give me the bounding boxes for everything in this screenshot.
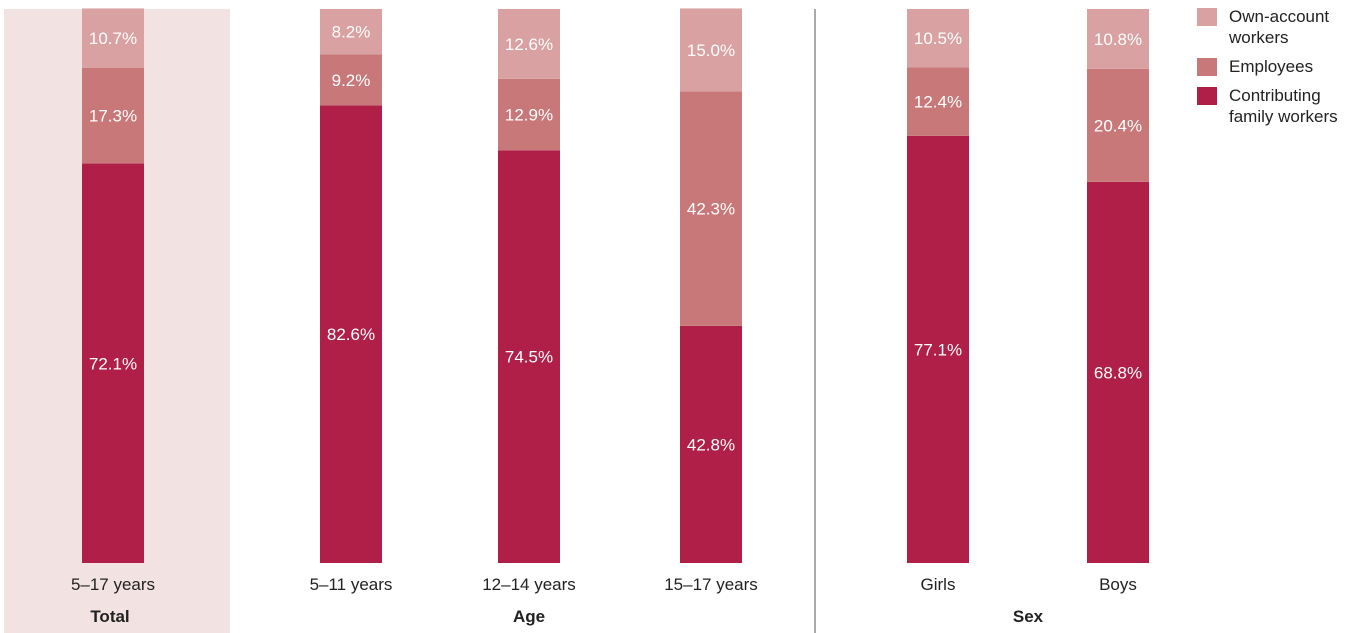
bar-own-account-workers-5-17-years [82, 8, 144, 68]
bar-employees-boys [1087, 68, 1149, 182]
legend-label-own-account: Own-account workers [1229, 7, 1330, 47]
data-label-contributing-family-workers-5-11-years: 82.6% [327, 325, 375, 344]
bar-contributing-family-workers-5-17-years [82, 163, 144, 564]
data-label-own-account-workers-girls: 10.5% [914, 29, 962, 48]
data-label-own-account-workers-5-11-years: 8.2% [332, 23, 371, 42]
bar-own-account-workers-15-17-years [680, 8, 742, 92]
legend-swatch-own-account [1197, 8, 1217, 26]
data-label-employees-girls: 12.4% [914, 93, 962, 112]
bar-employees-15-17-years [680, 91, 742, 326]
data-label-own-account-workers-12-14-years: 12.6% [505, 35, 553, 54]
legend-item-own-account: Own-account workers [1197, 6, 1357, 48]
legend-swatch-employees [1197, 58, 1217, 76]
bar-own-account-workers-boys [1087, 9, 1149, 69]
category-label-girls: Girls [921, 575, 956, 594]
data-label-own-account-workers-5-17-years: 10.7% [89, 29, 137, 48]
group-label-sex: Sex [1013, 607, 1044, 626]
data-label-employees-15-17-years: 42.3% [687, 200, 735, 219]
bar-contributing-family-workers-5-11-years [320, 105, 382, 564]
data-label-employees-5-11-years: 9.2% [332, 71, 371, 90]
bar-contributing-family-workers-girls [907, 135, 969, 563]
data-label-employees-boys: 20.4% [1094, 116, 1142, 135]
bar-own-account-workers-12-14-years [498, 9, 560, 79]
category-label-boys: Boys [1099, 575, 1137, 594]
bar-own-account-workers-girls [907, 9, 969, 68]
bar-employees-5-11-years [320, 54, 382, 106]
bar-contributing-family-workers-boys [1087, 181, 1149, 563]
data-label-employees-5-17-years: 17.3% [89, 107, 137, 126]
data-label-contributing-family-workers-5-17-years: 72.1% [89, 354, 137, 373]
data-label-own-account-workers-15-17-years: 15.0% [687, 41, 735, 60]
group-label-age: Age [513, 607, 545, 626]
legend: Own-account workers Employees Contributi… [1197, 6, 1357, 135]
data-label-own-account-workers-boys: 10.8% [1094, 30, 1142, 49]
data-label-contributing-family-workers-12-14-years: 74.5% [505, 348, 553, 367]
category-label-5-11-years: 5–11 years [310, 575, 393, 594]
bar-contributing-family-workers-15-17-years [680, 325, 742, 563]
bar-employees-12-14-years [498, 78, 560, 151]
legend-label-employees: Employees [1229, 57, 1314, 76]
legend-label-contributing-family: Contributing family workers [1229, 86, 1338, 126]
bar-employees-girls [907, 67, 969, 136]
category-label-12-14-years: 12–14 years [482, 575, 576, 594]
bar-own-account-workers-5-11-years [320, 9, 382, 55]
legend-item-employees: Employees [1197, 56, 1357, 77]
data-label-contributing-family-workers-boys: 68.8% [1094, 363, 1142, 382]
data-label-employees-12-14-years: 12.9% [505, 106, 553, 125]
category-label-15-17-years: 15–17 years [664, 575, 758, 594]
bar-employees-5-17-years [82, 67, 144, 164]
data-label-contributing-family-workers-girls: 77.1% [914, 340, 962, 359]
category-label-5-17-years: 5–17 years [71, 575, 155, 594]
legend-swatch-contributing-family [1197, 87, 1217, 105]
legend-item-contributing-family: Contributing family workers [1197, 85, 1357, 127]
bar-contributing-family-workers-12-14-years [498, 150, 560, 563]
data-label-contributing-family-workers-15-17-years: 42.8% [687, 435, 735, 454]
group-label-total: Total [90, 607, 129, 626]
